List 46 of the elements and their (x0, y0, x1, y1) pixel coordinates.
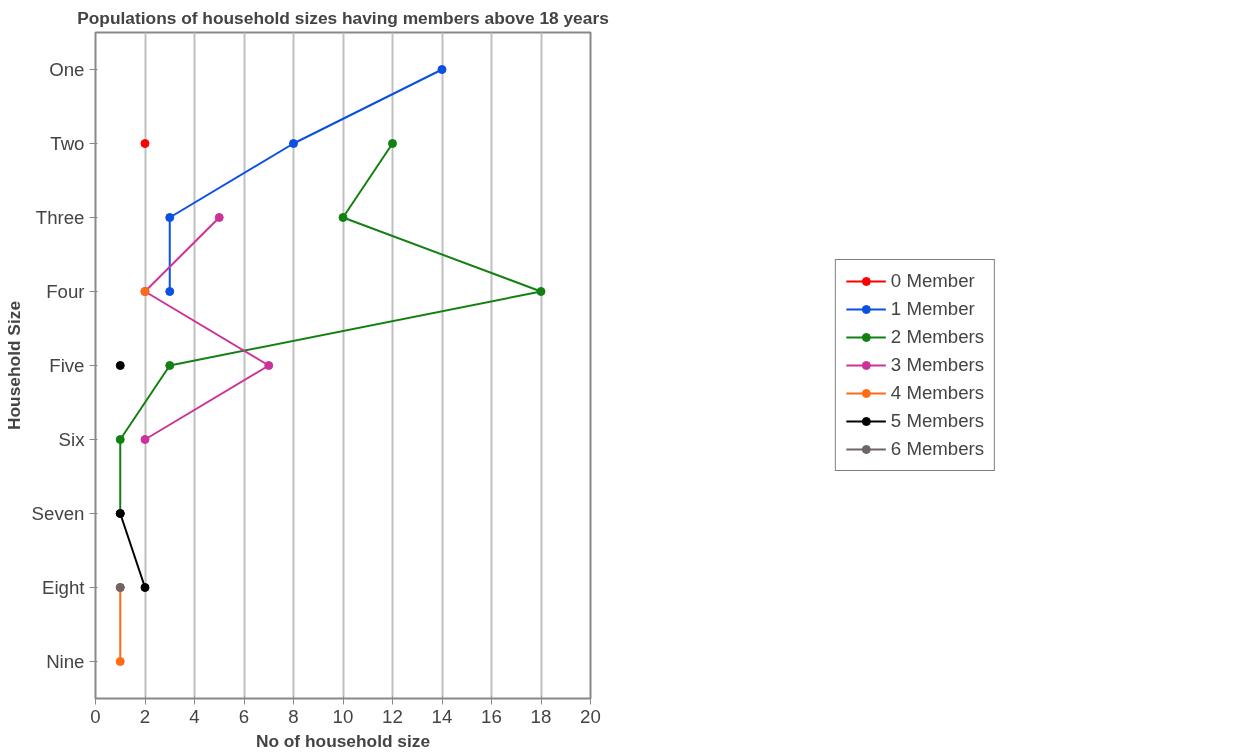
point (437, 65, 447, 74)
point (264, 361, 274, 370)
y-tick-label: Eight (41, 577, 86, 598)
y-tick-label: Five (49, 355, 85, 376)
legend-label: 3 Members (890, 354, 985, 376)
point (214, 213, 224, 222)
x-tick-label: 16 (481, 705, 502, 727)
y-tick-label: Three (35, 207, 85, 228)
x-tick-label: 20 (580, 705, 601, 727)
y-tick-label: One (49, 59, 85, 80)
legend-label: 2 Members (890, 326, 985, 348)
point (140, 583, 150, 592)
point (536, 287, 546, 296)
x-tick-label: 2 (139, 705, 151, 727)
y-tick-label: Seven (31, 503, 85, 524)
legend-label: 5 Members (890, 410, 985, 432)
x-tick-label: 0 (90, 705, 101, 727)
chart-title: Populations of household sizes having members above 18 years (77, 7, 609, 28)
y-tick-label: Six (58, 429, 86, 450)
y-axis-title: Household Size (3, 300, 24, 431)
y-tick-label: Four (46, 281, 85, 302)
x-tick-label: 10 (332, 705, 354, 727)
x-tick-label: 14 (431, 705, 453, 727)
legend-label: 4 Members (890, 382, 985, 404)
x-tick-label: 12 (382, 705, 403, 727)
point (165, 213, 175, 222)
x-tick-label: 6 (238, 705, 250, 727)
point (338, 213, 348, 222)
point (115, 657, 125, 666)
point (165, 287, 175, 296)
point (289, 139, 298, 148)
point (140, 139, 150, 148)
x-tick-label: 4 (189, 705, 200, 727)
point (115, 435, 125, 444)
y-tick-label: Two (50, 133, 85, 154)
legend-label: 0 Member (890, 270, 975, 292)
point (388, 139, 397, 148)
x-tick-label: 18 (530, 705, 552, 727)
point (140, 435, 150, 444)
x-axis-title: No of household size (255, 730, 431, 751)
point (115, 361, 125, 370)
point (165, 361, 175, 370)
y-tick-label: Nine (46, 651, 85, 672)
x-tick-label: 8 (288, 705, 299, 727)
legend-label: 6 Members (890, 438, 985, 460)
legend-label: 1 Member (890, 298, 975, 320)
